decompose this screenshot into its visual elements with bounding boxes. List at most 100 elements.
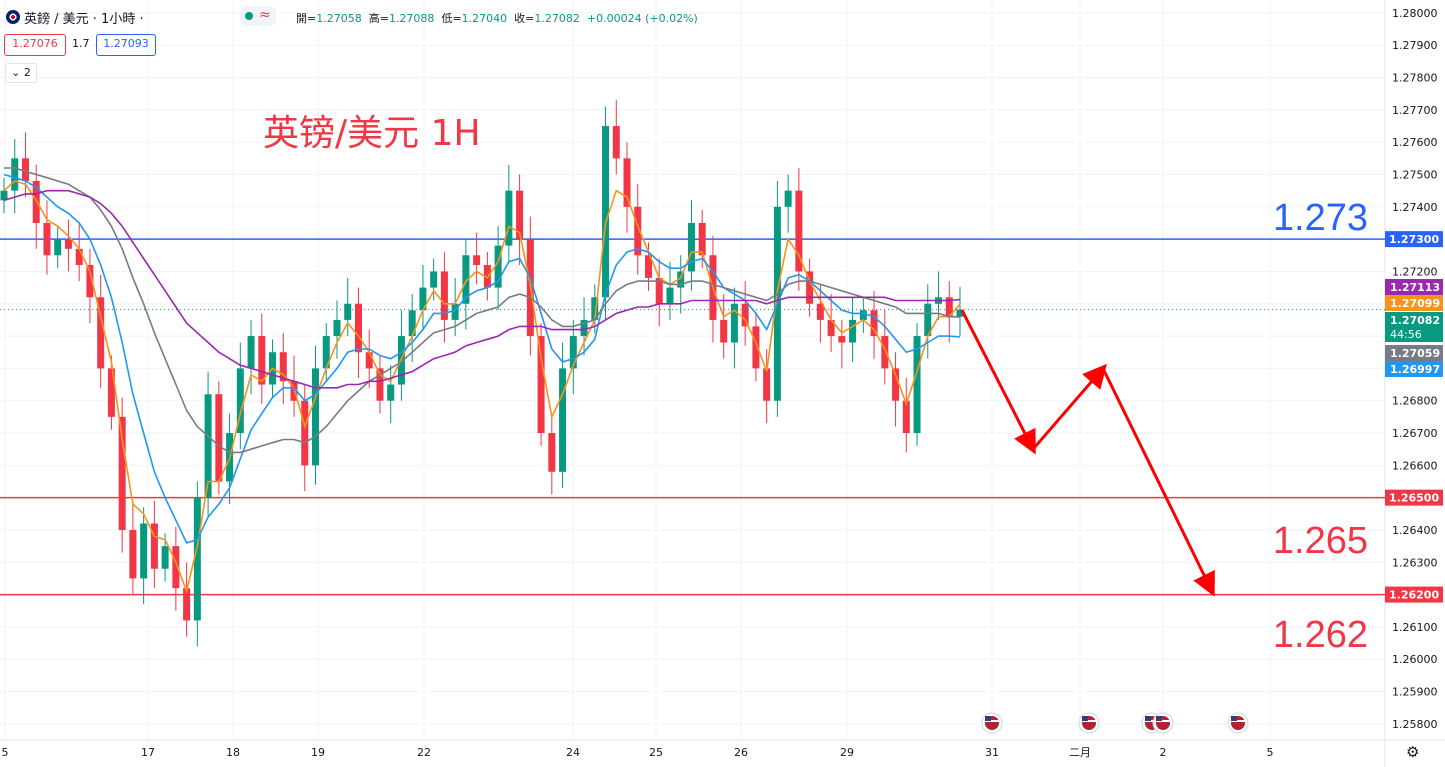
candle [505,164,513,262]
indicators-toggle-button[interactable]: ⌄ 2 [5,63,37,83]
candle-body [623,158,631,207]
symbol-title[interactable]: 英鎊 / 美元 · 1小時 · [24,12,144,27]
candle-body [687,222,695,272]
indicator-price-tag [1385,295,1443,311]
settings-gear-icon[interactable]: ⚙ [1406,743,1420,761]
candle-body [129,529,137,579]
price-tick-label: 1.26100 [1392,621,1438,634]
candle [0,177,8,214]
candle [11,138,19,214]
candle-body [376,368,384,401]
time-tick-label: 25 [649,746,663,759]
candle [333,300,341,359]
candle-body [258,336,266,385]
candle-body [849,319,857,343]
gbp-usd-flag-icon [6,10,20,24]
candle [64,219,72,272]
candle-body [795,190,803,272]
candle [580,297,588,356]
candle-body [312,368,320,466]
time-tick-label: 26 [734,746,748,759]
candle-body [677,271,685,288]
candle-body [666,287,674,304]
candle-body [913,336,921,434]
candle-body [763,368,771,401]
candle [494,226,502,311]
forecast-arrow [1101,367,1215,597]
economic-event-markers [981,712,1249,734]
indicator-price-tag [1385,361,1443,377]
time-tick-label: 31 [985,746,999,759]
candle-body [118,416,126,530]
candle-body [440,271,448,320]
candle-body [602,126,610,298]
candle-body [193,497,201,621]
candle [741,281,749,346]
level-big-label: 1.273 [1273,197,1368,239]
candle-body [462,255,470,304]
us-event-flag-icon [1152,712,1174,734]
price-tick-label: 1.26600 [1392,459,1438,472]
candle-body [97,297,105,369]
sell-price-button[interactable]: 1.27076 [4,34,66,56]
candle [956,286,964,337]
candle-body [945,297,953,317]
candle-body [516,190,524,240]
candle [462,239,470,330]
candle [312,345,320,485]
candle [569,319,577,395]
indicator-price-text: 1.27059 [1390,347,1440,360]
candle-body [301,400,309,466]
candle [666,261,674,320]
candle-body [43,222,51,256]
price-tick-label: 1.28000 [1392,7,1438,20]
market-status-pill[interactable] [240,6,276,26]
candle-body [236,368,244,434]
candle [849,297,857,362]
candle [247,319,255,395]
candle [655,258,663,327]
candle [129,504,137,595]
candle-body [720,319,728,343]
price-tick-label: 1.26300 [1392,556,1438,569]
time-tick-label: 22 [417,746,431,759]
candle-body [150,523,158,569]
candle-body [838,336,846,343]
price-tick-label: 1.27900 [1392,39,1438,52]
candle [150,500,158,589]
time-axis: 5 17 18 19 22 24 25 26 29 31 二月 2 5 [2,746,1274,759]
level-price-tag [1385,231,1443,248]
price-tick-label: 1.27400 [1392,201,1438,214]
price-tick-label: 1.25900 [1392,686,1438,699]
indicator-price-tag [1385,345,1443,361]
candle [913,323,921,446]
candle [816,284,824,343]
candle-body [344,303,352,320]
candle [365,329,373,388]
price-tick-label: 1.27700 [1392,104,1438,117]
candle [290,355,298,417]
data-delay-icon: ≈ [259,7,271,23]
candle-body [827,319,835,337]
candle [473,232,481,285]
grid-lines [0,0,1385,740]
candle [859,297,867,333]
candle-body [612,126,620,159]
candle [612,100,620,175]
price-tick-label: 1.27600 [1392,136,1438,149]
candle [602,106,610,320]
candle-body [644,255,652,278]
candle-body [0,190,8,201]
moving-average-ma_gray [4,167,961,454]
candle [376,355,384,414]
buy-price-button[interactable]: 1.27093 [96,34,156,56]
candle-body [419,287,427,311]
candle [687,200,695,291]
time-tick-label: 19 [311,746,325,759]
level-price-tag [1385,586,1443,603]
candle [140,507,148,605]
time-tick-label: 18 [226,746,240,759]
candle-body [784,190,792,207]
spread-value: 1.7 [72,37,90,50]
